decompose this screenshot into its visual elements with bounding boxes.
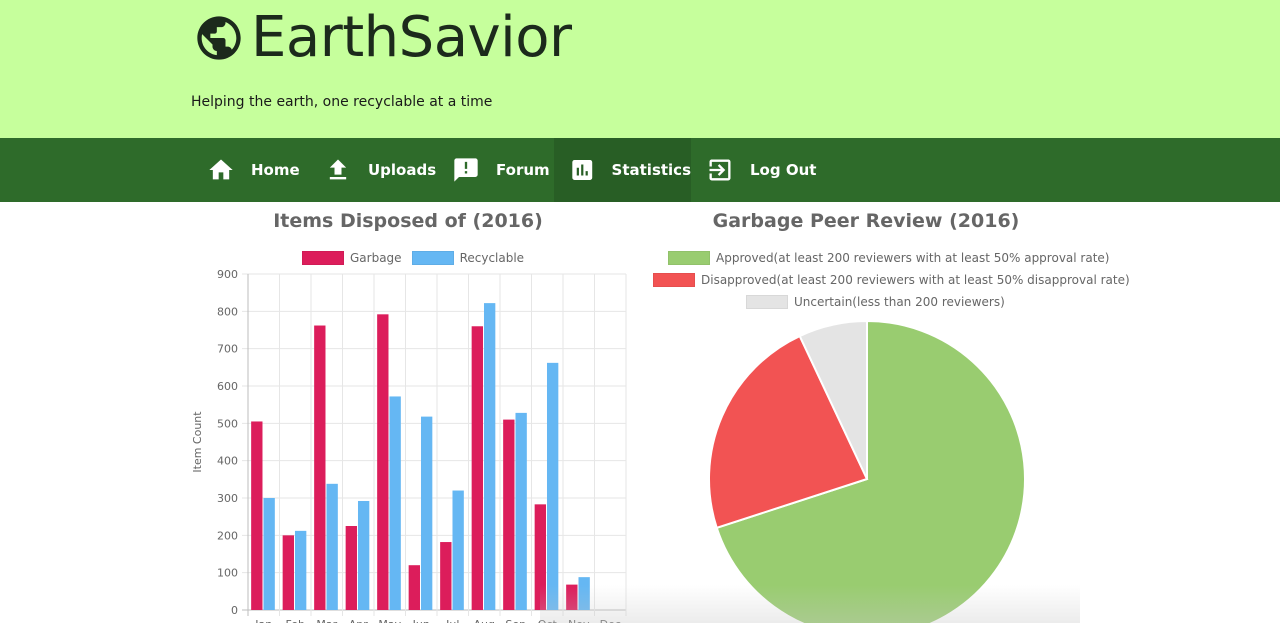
bar-garbage-oct[interactable]: [534, 504, 546, 610]
bar-recyclable-mar[interactable]: [326, 483, 338, 610]
pie-legend-uncertain: Uncertain(less than 200 reviewers): [746, 295, 1005, 309]
y-axis-label: Item Count: [191, 411, 204, 473]
nav-logout-label: Log Out: [750, 161, 817, 179]
main-navbar: Home Uploads Forum Statistics Log Out: [0, 138, 1280, 202]
bar-garbage-sep[interactable]: [503, 419, 515, 610]
y-tick-label: 700: [217, 343, 238, 356]
x-tick-label: Aug: [474, 618, 495, 623]
bar-garbage-jan[interactable]: [251, 421, 263, 610]
site-logo[interactable]: EarthSavior: [193, 8, 572, 68]
pie-legend-disapproved: Disapproved(at least 200 reviewers with …: [653, 273, 1130, 287]
bar-garbage-jun[interactable]: [408, 565, 420, 610]
pie-slice-1[interactable]: [708, 334, 869, 530]
y-tick-label: 400: [217, 455, 238, 468]
bar-recyclable-aug[interactable]: [483, 303, 496, 610]
nav-forum[interactable]: Forum: [440, 138, 550, 202]
legend-swatch-disapproved: [653, 273, 695, 287]
pie-chart-title: Garbage Peer Review (2016): [712, 210, 1020, 232]
legend-label-approved: Approved(at least 200 reviewers with at …: [716, 251, 1110, 265]
x-tick-label: Apr: [349, 618, 369, 623]
legend-swatch-garbage: [302, 251, 344, 265]
bar-chart-icon: [572, 160, 593, 180]
y-tick-label: 500: [217, 417, 238, 430]
bar-recyclable-jan[interactable]: [263, 498, 275, 610]
legend-label-disapproved: Disapproved(at least 200 reviewers with …: [701, 273, 1130, 287]
tagline: Helping the earth, one recyclable at a t…: [191, 94, 493, 110]
site-header: EarthSavior Helping the earth, one recyc…: [0, 0, 1280, 138]
x-tick-label: Dec: [600, 618, 621, 623]
bar-garbage-jul[interactable]: [440, 542, 452, 610]
nav-uploads[interactable]: Uploads: [312, 138, 437, 202]
bar-garbage-may[interactable]: [377, 314, 389, 610]
y-tick-label: 800: [217, 305, 238, 318]
x-tick-label: May: [378, 618, 401, 623]
y-tick-label: 600: [217, 380, 238, 393]
scroll-shadow: [540, 585, 1080, 623]
forum-icon: [454, 158, 478, 182]
bar-recyclable-oct[interactable]: [546, 362, 559, 610]
bar-recyclable-jun[interactable]: [420, 416, 433, 610]
bar-chart-title: Items Disposed of (2016): [273, 210, 543, 232]
bar-recyclable-apr[interactable]: [357, 500, 370, 610]
y-tick-label: 0: [231, 604, 238, 617]
x-tick-label: Jun: [412, 618, 430, 623]
bar-chart: 0 100 200 300 400 500 600 700 800 900 Item Count Ja…: [191, 268, 627, 623]
bar-garbage-nov[interactable]: [566, 584, 578, 610]
logout-icon: [709, 159, 731, 181]
x-tick-label: Oct: [538, 618, 558, 623]
home-icon: [209, 159, 233, 180]
x-tick-label: Sep: [505, 618, 526, 623]
nav-home[interactable]: Home: [193, 138, 308, 202]
y-tick-label: 100: [217, 567, 238, 580]
x-tick-label: Mar: [316, 618, 337, 623]
bar-recyclable-sep[interactable]: [515, 412, 527, 610]
legend-label-uncertain: Uncertain(less than 200 reviewers): [794, 295, 1005, 309]
bar-chart-legend: Garbage Recyclable: [302, 251, 524, 265]
pie-slice-0[interactable]: [715, 319, 1026, 623]
nav-statistics[interactable]: Statistics: [554, 138, 691, 202]
bar-garbage-apr[interactable]: [345, 526, 357, 610]
y-tick-label: 900: [217, 268, 238, 281]
nav-forum-label: Forum: [496, 161, 550, 179]
legend-label-garbage: Garbage: [350, 251, 402, 265]
nav-statistics-label: Statistics: [611, 161, 691, 179]
pie-slice-2[interactable]: [798, 319, 868, 480]
nav-logout[interactable]: Log Out: [694, 138, 819, 202]
legend-swatch-recyclable: [411, 251, 454, 265]
upload-icon: [329, 159, 347, 180]
x-tick-label: Jul: [445, 618, 459, 623]
bar-recyclable-may[interactable]: [389, 396, 401, 610]
x-tick-label: Feb: [286, 618, 305, 623]
globe-icon: [197, 16, 241, 60]
pie-legend-approved: Approved(at least 200 reviewers with at …: [668, 251, 1109, 265]
x-tick-label: Jan: [254, 618, 272, 623]
nav-uploads-label: Uploads: [368, 161, 437, 179]
pie-chart: [708, 319, 1026, 623]
bar-recyclable-jul[interactable]: [452, 490, 464, 610]
brand-name: EarthSavior: [251, 5, 572, 70]
bar-recyclable-nov[interactable]: [578, 577, 590, 610]
legend-swatch-approved: [668, 251, 710, 265]
x-tick-label: Nov: [568, 618, 590, 623]
nav-home-label: Home: [251, 161, 300, 179]
legend-label-recyclable: Recyclable: [459, 251, 525, 265]
bar-garbage-mar[interactable]: [314, 325, 326, 610]
bar-garbage-aug[interactable]: [471, 326, 483, 610]
bar-recyclable-feb[interactable]: [294, 530, 307, 610]
legend-swatch-uncertain: [746, 295, 788, 309]
y-tick-label: 200: [217, 529, 238, 542]
bar-garbage-feb[interactable]: [282, 535, 294, 610]
y-tick-label: 300: [217, 492, 238, 505]
